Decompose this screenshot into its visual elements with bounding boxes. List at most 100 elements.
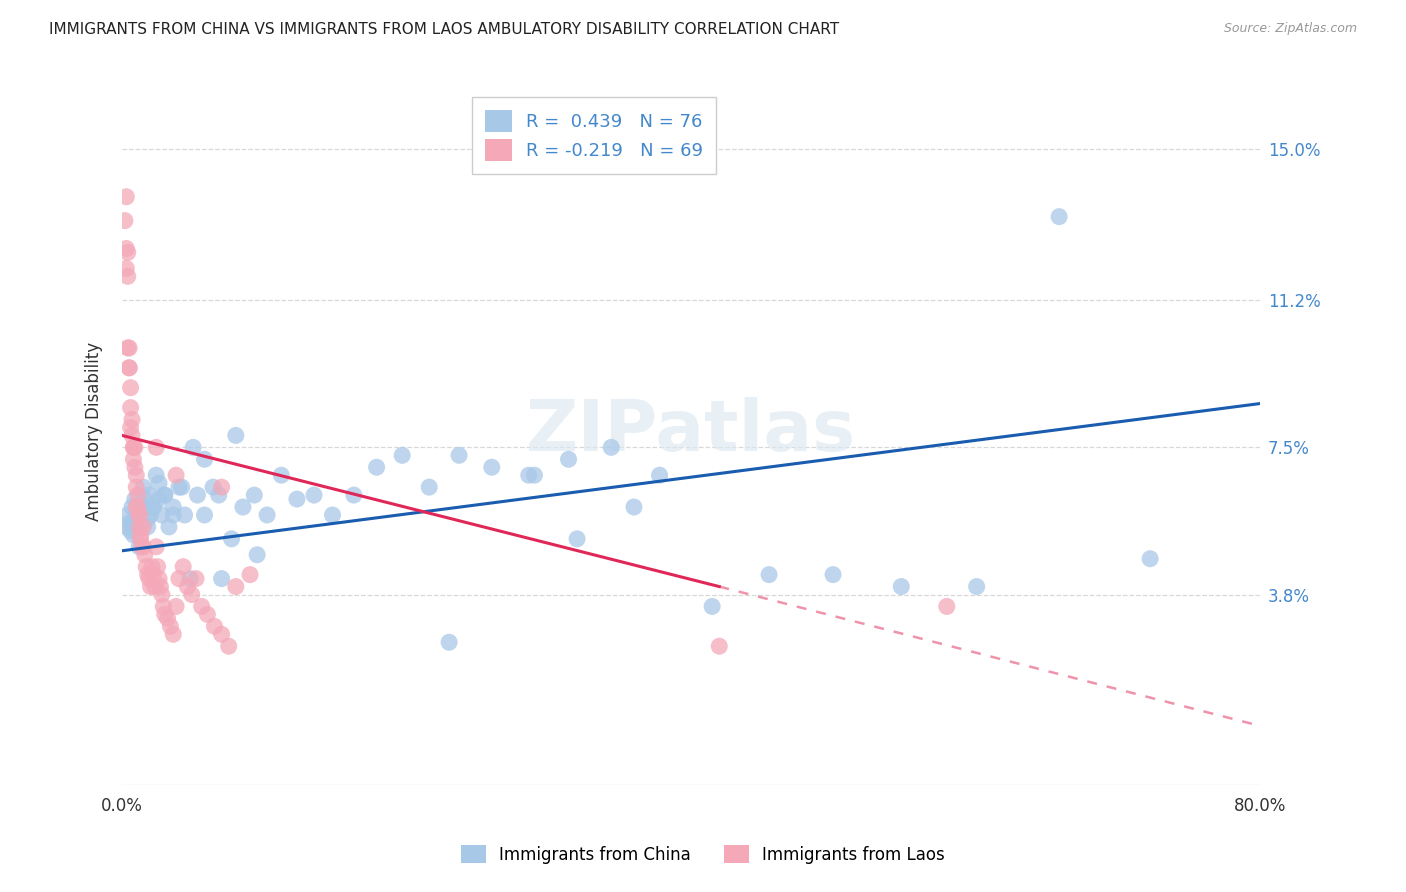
Point <box>181 441 204 455</box>
Point <box>156 611 179 625</box>
Text: IMMIGRANTS FROM CHINA VS IMMIGRANTS FROM LAOS AMBULATORY DISABILITY CORRELATION : IMMIGRANTS FROM CHINA VS IMMIGRANTS FROM… <box>49 22 839 37</box>
Point <box>150 508 173 522</box>
Point <box>127 524 149 538</box>
Point <box>366 460 388 475</box>
Point <box>135 500 157 514</box>
Point <box>193 508 215 522</box>
Point <box>122 441 145 455</box>
Point <box>120 381 142 395</box>
Point <box>135 559 157 574</box>
Point <box>136 512 159 526</box>
Point <box>218 639 240 653</box>
Point <box>165 599 187 614</box>
Point <box>232 500 254 514</box>
Point <box>121 428 143 442</box>
Point <box>132 500 155 514</box>
Point <box>176 580 198 594</box>
Point <box>170 480 193 494</box>
Point <box>225 580 247 594</box>
Point <box>115 261 138 276</box>
Point <box>302 488 325 502</box>
Point <box>128 508 150 522</box>
Point <box>153 607 176 622</box>
Point <box>221 532 243 546</box>
Point <box>125 500 148 514</box>
Point <box>145 468 167 483</box>
Point <box>136 567 159 582</box>
Legend: R =  0.439   N = 76, R = -0.219   N = 69: R = 0.439 N = 76, R = -0.219 N = 69 <box>472 97 716 174</box>
Point <box>202 480 225 494</box>
Point <box>129 516 152 530</box>
Point <box>131 500 153 514</box>
Point <box>152 599 174 614</box>
Point <box>120 524 142 538</box>
Point <box>565 532 588 546</box>
Text: ZIPatlas: ZIPatlas <box>526 397 856 466</box>
Point <box>142 500 165 514</box>
Point <box>167 480 190 494</box>
Point <box>138 572 160 586</box>
Point <box>142 500 165 514</box>
Point <box>153 488 176 502</box>
Point <box>173 508 195 522</box>
Point <box>128 508 150 522</box>
Point <box>117 341 139 355</box>
Point <box>131 540 153 554</box>
Point <box>132 480 155 494</box>
Point <box>1139 551 1161 566</box>
Point <box>148 491 170 506</box>
Point <box>117 269 139 284</box>
Point <box>125 468 148 483</box>
Point <box>623 500 645 514</box>
Point <box>142 567 165 582</box>
Point <box>1047 210 1070 224</box>
Point <box>890 580 912 594</box>
Point <box>139 580 162 594</box>
Point <box>124 460 146 475</box>
Point <box>165 468 187 483</box>
Point <box>162 500 184 514</box>
Point <box>600 441 623 455</box>
Y-axis label: Ambulatory Disability: Ambulatory Disability <box>86 342 103 521</box>
Point <box>179 572 201 586</box>
Point <box>128 520 150 534</box>
Point <box>239 567 262 582</box>
Point <box>118 360 141 375</box>
Point <box>211 480 233 494</box>
Point <box>523 468 546 483</box>
Point <box>186 488 208 502</box>
Point <box>138 488 160 502</box>
Point <box>481 460 503 475</box>
Point <box>122 441 145 455</box>
Point <box>167 572 190 586</box>
Point <box>225 428 247 442</box>
Point <box>125 508 148 522</box>
Point <box>709 639 731 653</box>
Point <box>132 520 155 534</box>
Point <box>127 500 149 514</box>
Point <box>129 528 152 542</box>
Point <box>418 480 440 494</box>
Point <box>270 468 292 483</box>
Point <box>159 619 181 633</box>
Point <box>184 572 207 586</box>
Point <box>343 488 366 502</box>
Point <box>180 588 202 602</box>
Point <box>517 468 540 483</box>
Point <box>117 245 139 260</box>
Point <box>195 607 218 622</box>
Point <box>935 599 957 614</box>
Point <box>821 567 844 582</box>
Point <box>118 360 141 375</box>
Point <box>145 540 167 554</box>
Point <box>121 500 143 514</box>
Point <box>193 452 215 467</box>
Point <box>115 242 138 256</box>
Point <box>153 488 176 502</box>
Point <box>190 599 212 614</box>
Point <box>129 532 152 546</box>
Point <box>143 580 166 594</box>
Point <box>115 190 138 204</box>
Text: Source: ZipAtlas.com: Source: ZipAtlas.com <box>1223 22 1357 36</box>
Point <box>966 580 988 594</box>
